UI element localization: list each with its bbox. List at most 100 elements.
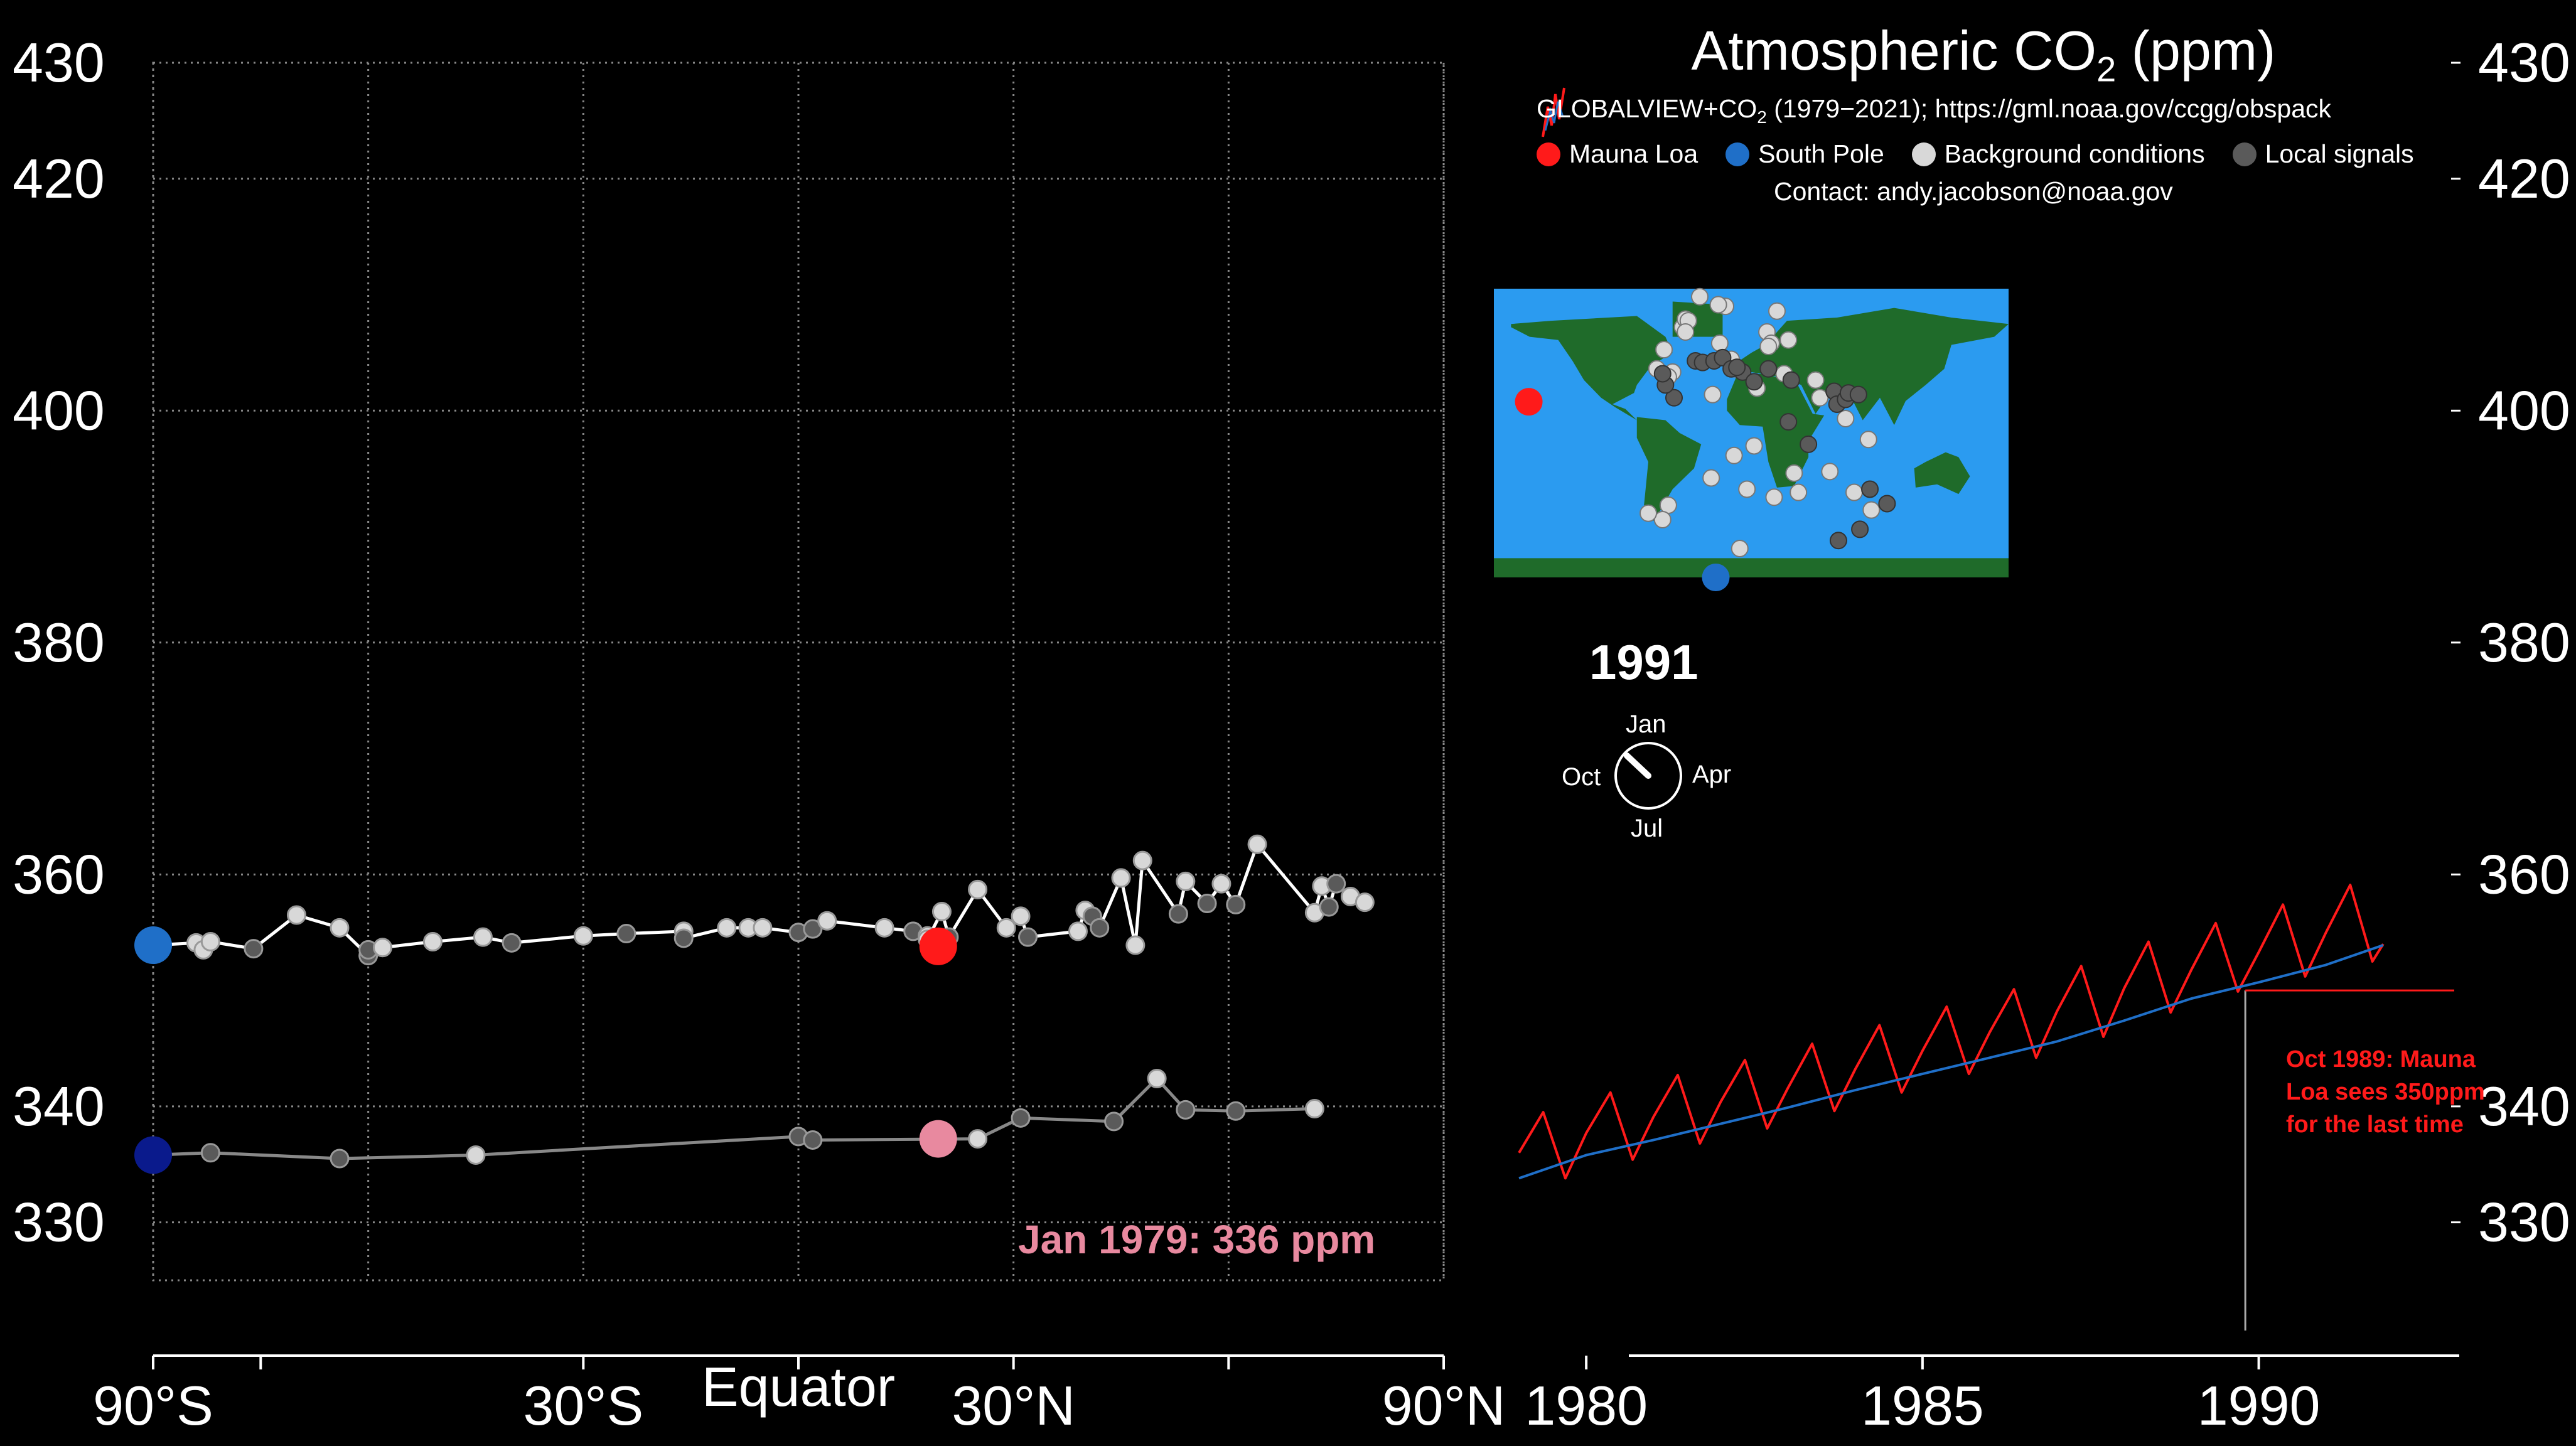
station-background	[1862, 501, 1881, 519]
land-polygon	[1914, 452, 1970, 495]
station-local	[1800, 435, 1818, 453]
station-background	[1845, 483, 1863, 501]
clock-label-jul: Jul	[1631, 815, 1663, 842]
station-background	[1745, 437, 1763, 455]
point-1979	[1176, 1100, 1196, 1120]
point-1991	[1197, 894, 1217, 914]
point-1991	[968, 879, 988, 899]
point-1991	[1125, 935, 1146, 955]
station-local	[1728, 358, 1746, 377]
south-pole-1979-marker	[134, 1136, 172, 1174]
contact-line: Contact: andy.jacobson@noaa.gov	[1774, 177, 2173, 206]
land-polygon	[1737, 308, 2009, 426]
station-background	[1702, 469, 1720, 487]
chart-title: Atmospheric CO2 (ppm)	[1691, 19, 2276, 89]
time-series-chart: 1980 1985 1990 330 340 360 380 400 420 430	[1518, 31, 2570, 1437]
station-local	[1779, 413, 1798, 431]
clock-label-jan: Jan	[1626, 710, 1666, 738]
point-1991	[1355, 892, 1375, 913]
land-polygon	[1636, 417, 1702, 522]
point-1991	[473, 927, 493, 947]
point-1979	[330, 1149, 350, 1169]
point-1991	[330, 918, 350, 938]
x-tick-label: 90°S	[93, 1374, 213, 1437]
station-background	[1725, 446, 1743, 464]
legend-dot-local	[2232, 142, 2257, 166]
point-1991	[422, 931, 443, 951]
station-background	[1765, 488, 1783, 506]
station-background	[1691, 287, 1709, 306]
y-tick-label-left: 330	[13, 1191, 105, 1253]
point-1979	[1147, 1069, 1167, 1089]
legend: Mauna Loa South Pole Background conditio…	[1537, 139, 2414, 169]
source-line: GLOBALVIEW+CO2 (1979−2021); https://gml.…	[1537, 94, 2332, 127]
series-1991-line	[153, 841, 1366, 960]
point-1991	[1226, 894, 1246, 914]
station-background	[1731, 540, 1749, 557]
legend-item-local: Local signals	[2232, 139, 2414, 169]
point-1991	[817, 911, 837, 931]
point-1991	[1111, 868, 1131, 888]
station-local	[1878, 495, 1896, 513]
station-background	[1859, 431, 1877, 449]
station-local	[1745, 373, 1763, 391]
station-local	[1849, 385, 1867, 404]
jan-1979-annotation: Jan 1979: 336 ppm	[1018, 1217, 1376, 1262]
y-tick-label-right: 380	[2478, 611, 2570, 673]
station-local	[1829, 532, 1847, 550]
clock-face	[1614, 742, 1682, 810]
land-polygon	[1727, 373, 1825, 488]
series-line-south-pole	[1518, 944, 2384, 1180]
station-background	[1710, 334, 1729, 352]
point-1991	[502, 933, 522, 953]
station-background	[1821, 463, 1839, 481]
series-line-mauna-loa	[1518, 884, 2385, 1180]
point-1979	[1226, 1101, 1246, 1121]
point-1991	[1319, 897, 1339, 917]
point-1991	[931, 901, 952, 921]
station-background	[1655, 341, 1673, 359]
legend-item-mauna-loa: Mauna Loa	[1537, 139, 1698, 169]
right-x-tick-label: 1990	[2198, 1374, 2321, 1437]
icon-blue-wave	[1544, 101, 1564, 131]
station-background	[1785, 464, 1803, 482]
x-tick-label: Equator	[702, 1356, 895, 1418]
point-1991	[674, 928, 694, 948]
latitude-chart: 90°S 30°S Equator 30°N 90°N 330 340 360 380 400 42…	[13, 31, 1505, 1437]
point-1979	[200, 1143, 220, 1163]
x-tick-label: 30°N	[952, 1374, 1075, 1437]
source-prefix: GLOBALVIEW+CO	[1537, 94, 1758, 123]
station-background	[1768, 302, 1786, 320]
point-1979	[1304, 1099, 1324, 1119]
station-background	[1704, 385, 1722, 404]
legend-dot-background	[1911, 142, 1936, 166]
station-local	[1851, 520, 1869, 538]
map-mauna-loa	[1515, 388, 1543, 416]
y-tick-label-left: 430	[13, 31, 105, 94]
y-tick-label-left: 380	[13, 611, 105, 673]
point-1991	[1176, 871, 1196, 891]
icon-red-wave	[1542, 87, 1565, 137]
point-1991	[1068, 921, 1088, 941]
world-map	[1494, 87, 2009, 591]
point-1979	[466, 1145, 486, 1165]
y-tick-label-right: 360	[2478, 843, 2570, 905]
y-tick-label-right: 400	[2478, 379, 2570, 441]
clock-label-apr: Apr	[1692, 761, 1732, 788]
station-local	[1665, 388, 1683, 407]
point-1991	[616, 924, 636, 944]
y-tick-label-left: 400	[13, 379, 105, 441]
point-1991	[803, 919, 823, 939]
station-background	[1653, 511, 1672, 528]
series-1979-line	[153, 1076, 1315, 1160]
mauna-loa-annotation: Oct 1989: Mauna Loa sees 350ppm for the …	[2286, 1046, 2485, 1138]
point-1991	[1326, 874, 1346, 894]
station-background	[1837, 410, 1855, 427]
y-tick-label-left: 360	[13, 843, 105, 905]
map-south-pole	[1702, 564, 1730, 591]
mauna-loa-marker	[919, 927, 957, 965]
source-suffix: (1979−2021); https://gml.noaa.gov/ccgg/o…	[1766, 94, 2332, 123]
mauna-loa-1979-marker	[919, 1120, 957, 1158]
point-1991	[996, 918, 1016, 938]
y-tick-label-left: 340	[13, 1075, 105, 1137]
